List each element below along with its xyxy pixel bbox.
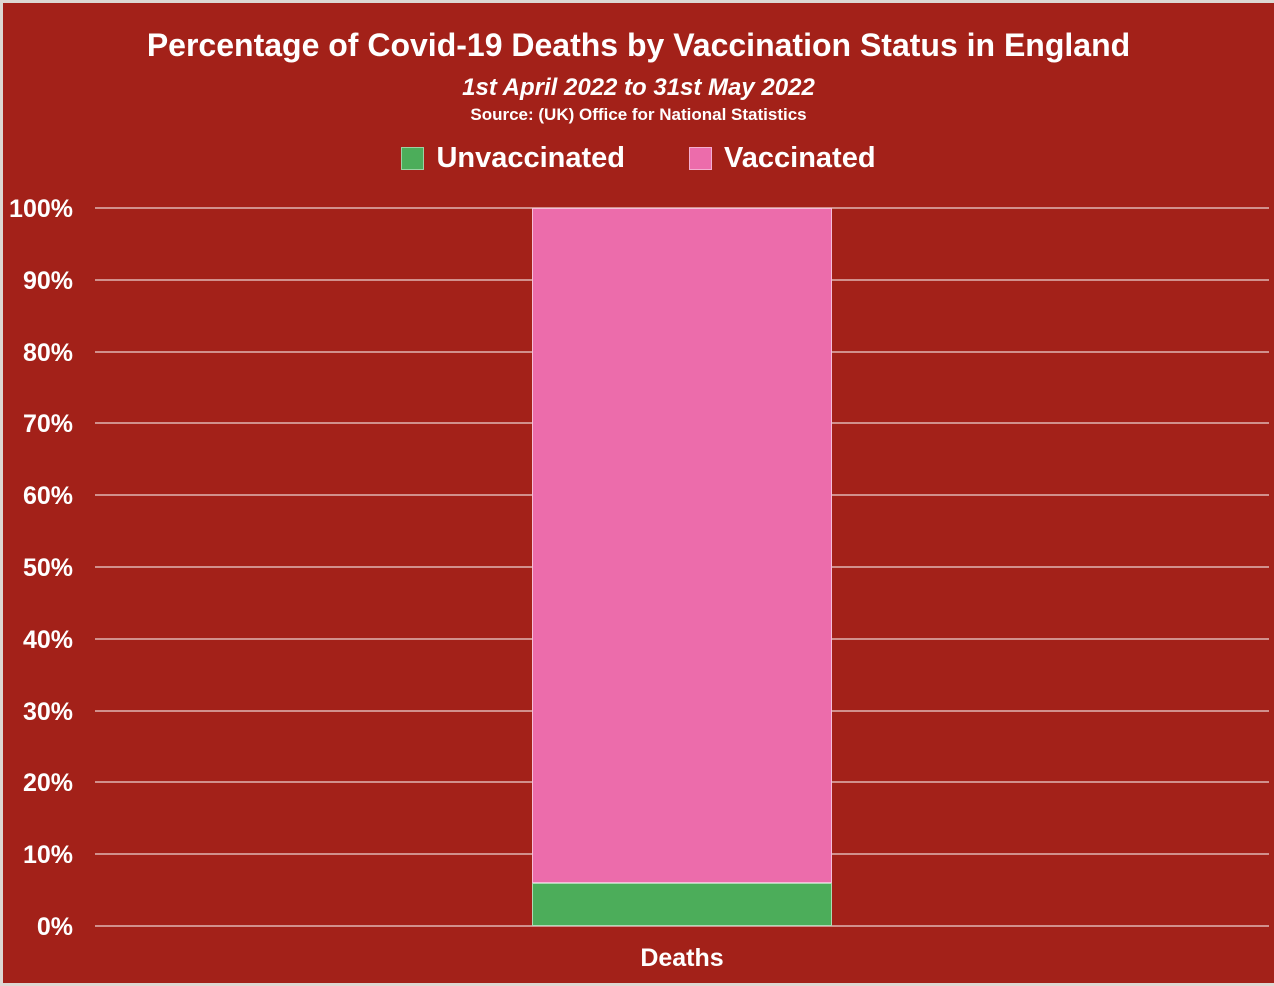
gridline: [95, 925, 1269, 927]
y-tick-label: 20%: [22, 769, 73, 798]
y-tick-label: 100%: [9, 195, 73, 223]
legend-swatch-vaccinated: [689, 147, 713, 170]
chart-legend: Unvaccinated Vaccinated: [3, 144, 1274, 173]
x-axis-category-label: Deaths: [640, 944, 724, 972]
legend-swatch-unvaccinated: [401, 147, 425, 170]
gridline: [95, 207, 1269, 209]
y-tick-label: 40%: [22, 625, 73, 654]
legend-item-vaccinated: Vaccinated: [689, 144, 876, 173]
chart-title: Percentage of Covid-19 Deaths by Vaccina…: [146, 27, 1131, 63]
bar-segment-unvaccinated: [532, 882, 832, 926]
y-tick-label: 80%: [22, 338, 73, 367]
y-tick-label: 30%: [22, 697, 73, 726]
y-tick-label: 90%: [22, 266, 73, 295]
legend-label: Vaccinated: [724, 142, 876, 174]
y-tick-label: 60%: [22, 482, 73, 511]
legend-item-unvaccinated: Unvaccinated: [401, 144, 625, 173]
stacked-bar-deaths: [532, 208, 832, 926]
y-tick-label: 0%: [36, 913, 73, 941]
chart-subtitle: 1st April 2022 to 31st May 2022: [462, 74, 815, 101]
chart-source: Source: (UK) Office for National Statist…: [470, 105, 807, 124]
y-tick-label: 10%: [22, 841, 73, 870]
plot-area: [95, 207, 1269, 927]
y-tick-label: 70%: [22, 410, 73, 439]
bar-segment-vaccinated: [532, 208, 832, 883]
y-axis-tick-labels: 0% 10% 20% 30% 40% 50% 60% 70% 80% 90% 100%: [3, 195, 83, 941]
legend-label: Unvaccinated: [436, 142, 626, 174]
y-tick-label: 50%: [22, 554, 73, 582]
